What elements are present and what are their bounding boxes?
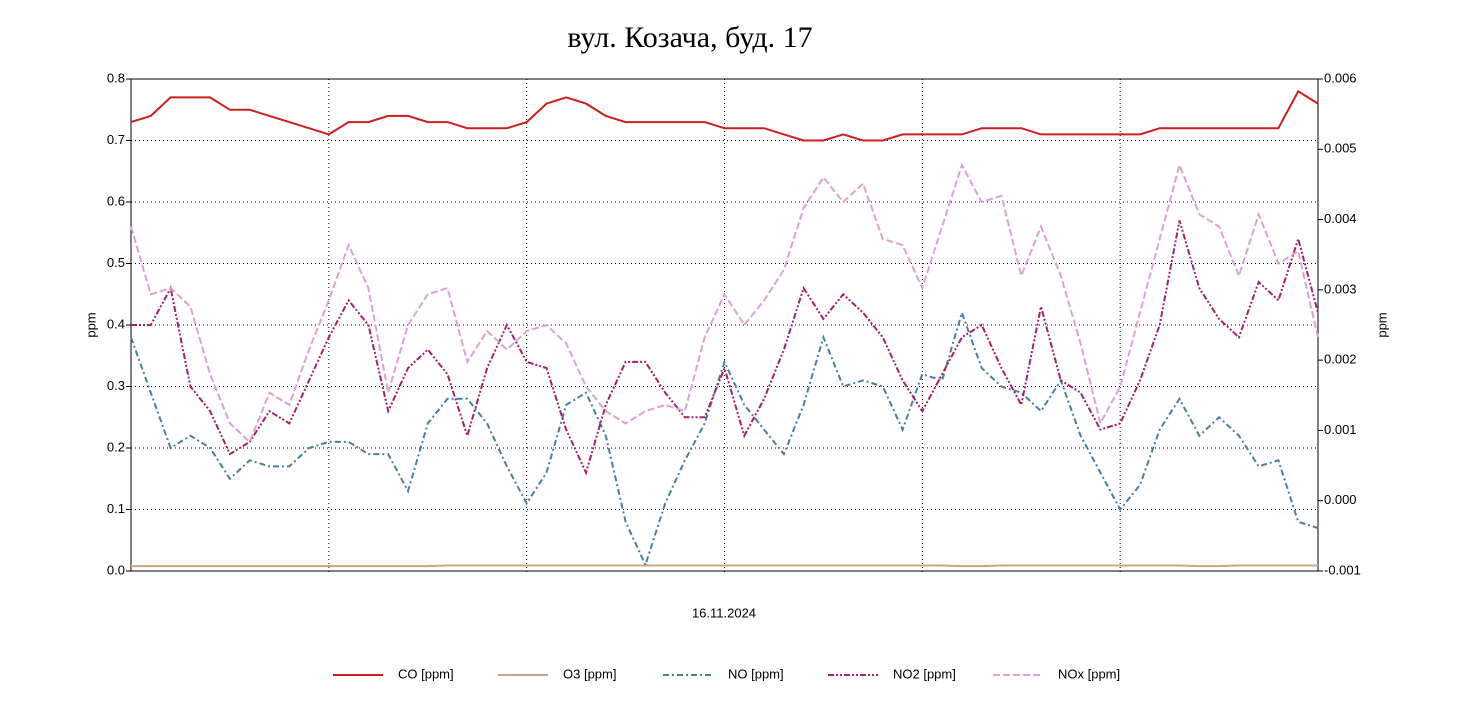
y-tick-label: 0.6 (107, 193, 125, 208)
y2-axis-label: ppm (1374, 312, 1389, 337)
y-tick-label: 0.2 (107, 439, 125, 454)
series-line (130, 161, 1319, 444)
y-tick-label: 0.0 (107, 562, 125, 577)
y2-tick-label: 0.003 (1324, 281, 1357, 296)
y-tick-label: 0.1 (107, 501, 125, 516)
y2-tick-label: 0.001 (1324, 422, 1357, 437)
y-axis-label: ppm (83, 312, 98, 337)
legend-label: CO [ppm] (398, 666, 454, 681)
legend-label: NO2 [ppm] (893, 666, 956, 681)
x-axis-label: 16.11.2024 (692, 605, 756, 620)
chart-title: вул. Козача, буд. 17 (567, 21, 812, 54)
y-tick-label: 0.5 (107, 255, 125, 270)
y-tick-label: 0.7 (107, 132, 125, 147)
y2-tick-label: 0.005 (1324, 141, 1357, 156)
y-tick-label: 0.3 (107, 378, 125, 393)
y2-tick-label: 0.002 (1324, 352, 1357, 367)
y2-tick-label: 0.000 (1324, 492, 1357, 507)
series-line (131, 220, 1319, 476)
series-line (130, 309, 1319, 568)
series-line (131, 564, 1318, 568)
series-line (130, 89, 1319, 142)
y-tick-label: 0.4 (107, 316, 125, 331)
legend-label: O3 [ppm] (563, 666, 616, 681)
y2-tick-label: 0.004 (1324, 211, 1357, 226)
y2-tick-label: -0.001 (1324, 562, 1361, 577)
y2-tick-label: 0.006 (1324, 70, 1357, 85)
y-tick-label: 0.8 (107, 70, 125, 85)
legend-label: NO [ppm] (728, 666, 784, 681)
legend-label: NOx [ppm] (1058, 666, 1120, 681)
